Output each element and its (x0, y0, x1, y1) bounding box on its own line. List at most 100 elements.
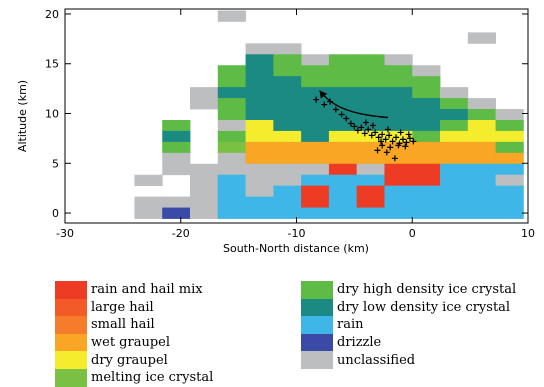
class-cell (190, 174, 219, 187)
class-cell (467, 98, 496, 110)
x-tick-label: -30 (56, 227, 74, 240)
class-cell (301, 152, 330, 165)
class-cell (495, 185, 524, 198)
class-cell (384, 130, 413, 143)
track-point (402, 143, 409, 150)
class-cell (245, 185, 274, 198)
track-point (321, 101, 328, 108)
class-cell (467, 163, 496, 176)
class-cell (245, 76, 274, 88)
legend-item: drizzle (301, 333, 516, 352)
class-cell (384, 65, 413, 77)
y-tick-label: 20 (45, 8, 59, 21)
track-point (351, 123, 358, 130)
class-cell (412, 87, 441, 99)
legend-item: dry low density ice crystal (301, 298, 516, 317)
class-cell (328, 98, 358, 110)
legend-label: unclassified (337, 352, 416, 368)
class-cell (356, 87, 385, 99)
legend-label: drizzle (337, 335, 382, 351)
class-cell (217, 109, 246, 121)
class-cell (217, 10, 246, 22)
track-point (368, 132, 375, 139)
legend-swatch (301, 298, 333, 317)
track-point (395, 142, 402, 149)
class-cell (467, 32, 496, 44)
legend-label: dry high density ice crystal (337, 282, 517, 298)
class-cell (467, 109, 496, 121)
class-cell (384, 196, 413, 208)
class-cell (412, 109, 441, 121)
class-cell (328, 119, 358, 132)
class-cell (412, 174, 441, 187)
class-cell (440, 109, 469, 121)
class-cell (467, 119, 496, 132)
class-cell (467, 185, 496, 198)
class-cell (495, 109, 524, 121)
class-cell (273, 174, 302, 187)
track-point (361, 130, 368, 137)
x-tick-label: 0 (409, 227, 416, 240)
legend-swatch (55, 298, 87, 317)
class-cell (440, 87, 469, 99)
track-point (332, 106, 339, 113)
class-cell (217, 174, 246, 187)
class-cell (162, 207, 191, 219)
class-cell (384, 207, 413, 219)
class-cell (190, 163, 219, 176)
class-cell (301, 130, 330, 143)
class-cell (467, 196, 496, 208)
legend-item: melting ice crystal (55, 368, 213, 387)
class-cell (273, 152, 302, 165)
class-cell (217, 98, 246, 110)
class-cell (356, 196, 385, 208)
class-cell (245, 141, 274, 154)
track-point (374, 147, 381, 154)
legend-item: dry graupel (55, 351, 213, 369)
class-cell (440, 174, 469, 187)
x-tick-label: 10 (521, 227, 535, 240)
class-cell (328, 130, 358, 143)
y-tick-label: 10 (45, 108, 59, 121)
class-cell (245, 98, 274, 110)
class-cell (273, 119, 302, 132)
legend-label: large hail (91, 299, 154, 315)
class-cell (217, 119, 246, 132)
legend-swatch (55, 333, 87, 352)
track-point (399, 136, 406, 143)
class-cell (328, 54, 358, 66)
class-cell (217, 207, 246, 219)
class-cell (273, 109, 302, 121)
track-point (406, 135, 413, 142)
class-cell (495, 196, 524, 208)
arrow-head-icon (319, 90, 328, 99)
class-cell (384, 119, 413, 132)
class-cell (495, 130, 524, 143)
storm-track (313, 96, 417, 162)
class-cell (356, 174, 385, 187)
class-cell (440, 207, 469, 219)
class-cell (217, 87, 246, 99)
class-cell (134, 196, 163, 208)
legend-swatch (301, 351, 333, 369)
class-cell (384, 54, 413, 66)
track-point (384, 126, 391, 133)
class-cell (412, 119, 441, 132)
track-point (379, 131, 386, 138)
class-cell (273, 141, 302, 154)
track-point (372, 129, 379, 136)
class-cell (328, 185, 358, 198)
track-point (362, 119, 369, 126)
track-point (403, 139, 410, 146)
class-cell (162, 152, 191, 165)
class-cell (245, 130, 274, 143)
class-cell (273, 98, 302, 110)
class-cell (467, 174, 496, 187)
class-cell (412, 98, 441, 110)
class-cell (134, 174, 163, 187)
class-cell (301, 54, 330, 66)
class-cell (162, 130, 191, 143)
class-cell (328, 76, 358, 88)
class-cell (301, 98, 330, 110)
legend-label: dry graupel (91, 352, 168, 368)
